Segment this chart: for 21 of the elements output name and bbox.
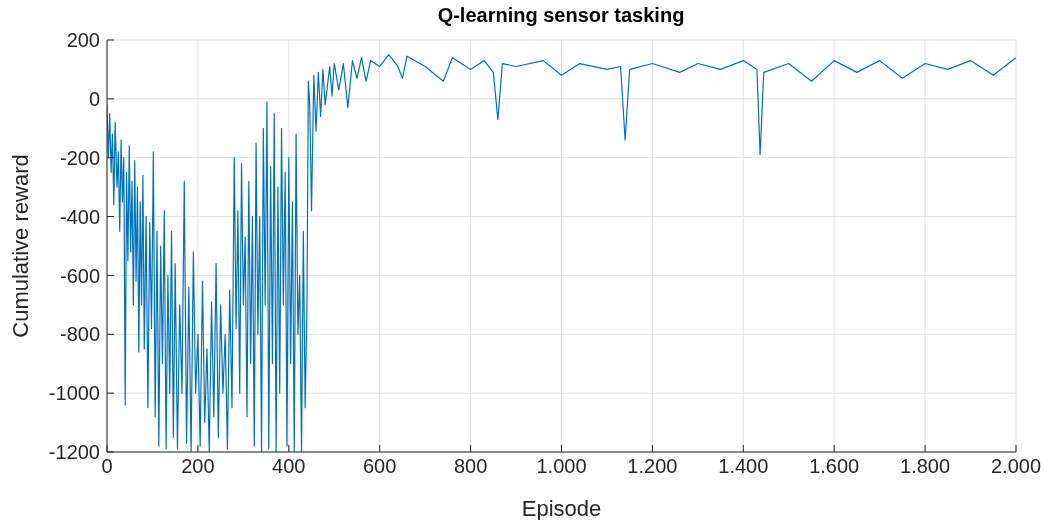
x-tick-label: 400 <box>272 455 306 478</box>
x-tick-label: 200 <box>181 455 215 478</box>
x-tick-label: 1.800 <box>900 455 951 478</box>
y-tick-label: -1000 <box>48 382 100 405</box>
y-axis-title: Cumulative reward <box>7 154 33 338</box>
x-axis-title: Episode <box>521 496 602 520</box>
x-tick-label: 600 <box>363 455 397 478</box>
y-tick-label: -200 <box>59 146 100 169</box>
y-tick-label: -800 <box>59 323 100 346</box>
y-tick-label: 200 <box>66 29 100 52</box>
x-tick-label: 1.000 <box>536 455 587 478</box>
x-tick-label: 800 <box>453 455 488 478</box>
x-tick-label: 1.600 <box>809 455 860 478</box>
y-tick-label: -400 <box>59 205 100 228</box>
y-tick-label: 0 <box>88 87 100 110</box>
x-tick-label: 1.200 <box>627 455 678 478</box>
y-tick-label: -1200 <box>48 441 100 464</box>
x-tick-label: 1.400 <box>718 455 769 478</box>
x-tick-label: 2.000 <box>990 455 1042 478</box>
y-tick-label: -600 <box>59 264 100 287</box>
chart-title: Q-learning sensor tasking <box>437 4 685 26</box>
